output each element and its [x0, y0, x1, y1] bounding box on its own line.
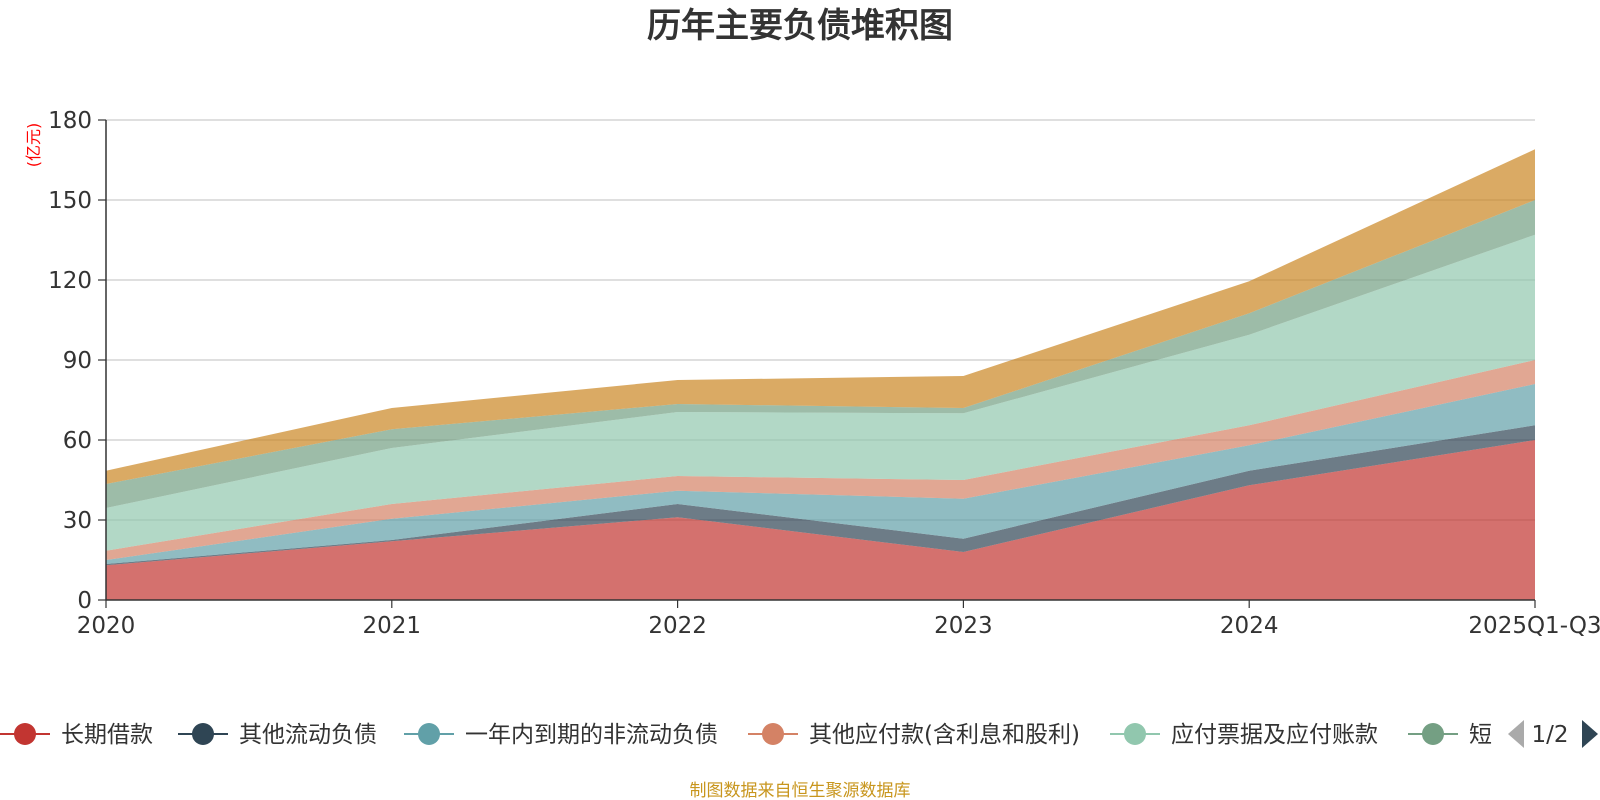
legend-label: 短 [1469, 722, 1492, 748]
y-tick-label: 30 [63, 508, 92, 534]
legend-page-indicator: 1/2 [1531, 722, 1568, 748]
x-tick-label: 2020 [77, 613, 136, 639]
area-series-2 [106, 384, 1535, 564]
legend-label: 其他流动负债 [239, 722, 377, 748]
legend-marker [192, 723, 214, 745]
area-series-3 [106, 360, 1535, 560]
y-tick-label: 180 [48, 108, 92, 134]
x-tick-label: 2025Q1-Q3 [1468, 613, 1600, 639]
area-series-5 [106, 200, 1535, 508]
legend-marker [418, 723, 440, 745]
area-series-0 [106, 440, 1535, 600]
area-series-4 [106, 234, 1535, 551]
legend-marker [14, 723, 36, 745]
legend-label: 其他应付款(含利息和股利) [809, 722, 1080, 748]
x-tick-label: 2021 [363, 613, 422, 639]
legend-label: 一年内到期的非流动负债 [465, 722, 718, 748]
legend-item[interactable]: 其他应付款(含利息和股利) [748, 722, 1080, 748]
x-tick-label: 2024 [1220, 613, 1279, 639]
legend-label: 应付票据及应付账款 [1171, 722, 1378, 748]
x-tick-label: 2022 [648, 613, 707, 639]
legend-item[interactable]: 长期借款 [0, 722, 153, 748]
y-tick-label: 60 [63, 428, 92, 454]
legend-item[interactable]: 短 [1408, 722, 1492, 748]
x-tick-label: 2023 [934, 613, 993, 639]
chart-title: 历年主要负债堆积图 [647, 6, 953, 46]
legend-next-page-icon[interactable] [1582, 720, 1598, 748]
y-axis-label: (亿元) [24, 123, 43, 168]
y-tick-label: 150 [48, 188, 92, 214]
legend-marker [1422, 723, 1444, 745]
legend-item[interactable]: 其他流动负债 [178, 722, 377, 748]
legend-marker [1124, 723, 1146, 745]
y-tick-label: 0 [77, 588, 92, 614]
legend-label: 长期借款 [61, 722, 153, 748]
area-series-6 [106, 149, 1535, 485]
legend-item[interactable]: 应付票据及应付账款 [1110, 722, 1378, 748]
legend-item[interactable]: 一年内到期的非流动负债 [404, 722, 718, 748]
legend-prev-page-icon[interactable] [1508, 720, 1524, 748]
legend-marker [762, 723, 784, 745]
data-source-note: 制图数据来自恒生聚源数据库 [690, 781, 911, 800]
y-tick-label: 90 [63, 348, 92, 374]
y-tick-label: 120 [48, 268, 92, 294]
